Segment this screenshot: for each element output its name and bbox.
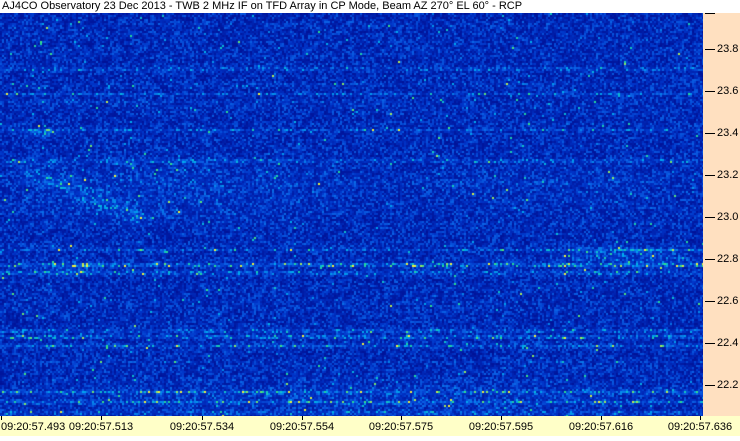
freq-tick-mark	[705, 301, 715, 302]
freq-tick: 22.8	[703, 253, 740, 265]
time-tick-mark	[700, 416, 701, 420]
freq-tick: 22.2	[703, 379, 740, 391]
time-tick-label: 09:20:57.534	[169, 421, 235, 433]
time-tick-mark	[401, 416, 402, 420]
freq-tick-label: 23.4	[717, 127, 739, 139]
time-tick-mark	[101, 416, 102, 420]
freq-tick-label: 22.6	[717, 295, 739, 307]
time-tick-label: 09:20:57.636	[667, 421, 733, 433]
time-tick-mark	[1, 416, 2, 420]
time-tick-mark	[302, 416, 303, 420]
time-tick-mark	[202, 416, 203, 420]
freq-tick: 23.8	[703, 43, 740, 55]
frequency-axis: 23.8 23.6 23.4 23.2 23.0 22.8 22.6 22.4 22.2	[703, 13, 740, 420]
time-tick-mark	[501, 416, 502, 420]
time-axis: 09:20:57.493 09:20:57.513 09:20:57.534 09:2…	[0, 416, 740, 436]
freq-tick-mark	[705, 385, 715, 386]
freq-tick: 23.2	[703, 169, 740, 181]
freq-tick-label: 22.4	[717, 337, 739, 349]
freq-tick-mark	[705, 49, 715, 50]
freq-tick-mark	[705, 343, 715, 344]
time-tick-label: 09:20:57.554	[269, 421, 335, 433]
freq-tick-label: 23.0	[717, 211, 739, 223]
time-tick-mark	[601, 416, 602, 420]
time-tick-label: 09:20:57.575	[368, 421, 434, 433]
freq-tick-mark	[705, 259, 715, 260]
freq-tick-mark	[705, 13, 715, 14]
freq-tick-label: 22.8	[717, 253, 739, 265]
footer-strip	[0, 436, 740, 441]
freq-tick-mark	[705, 175, 715, 176]
time-tick-label: 09:20:57.513	[68, 421, 134, 433]
freq-tick: 23.6	[703, 85, 740, 97]
freq-tick-mark	[705, 217, 715, 218]
freq-tick: 22.4	[703, 337, 740, 349]
freq-tick-mark	[705, 133, 715, 134]
time-tick-label: 09:20:57.616	[568, 421, 634, 433]
freq-tick-label: 22.2	[717, 379, 739, 391]
freq-axis-top-tick	[703, 13, 740, 25]
freq-tick-label: 23.2	[717, 169, 739, 181]
freq-tick: 23.4	[703, 127, 740, 139]
freq-tick-mark	[705, 91, 715, 92]
freq-tick-label: 23.6	[717, 85, 739, 97]
freq-tick-label: 23.8	[717, 43, 739, 55]
freq-tick: 23.0	[703, 211, 740, 223]
time-tick-label: 09:20:57.493	[1, 421, 66, 433]
spectrogram-canvas	[0, 13, 703, 416]
chart-title: AJ4CO Observatory 23 Dec 2013 - TWB 2 MH…	[0, 0, 740, 13]
freq-tick: 22.6	[703, 295, 740, 307]
time-tick-label: 09:20:57.595	[468, 421, 534, 433]
